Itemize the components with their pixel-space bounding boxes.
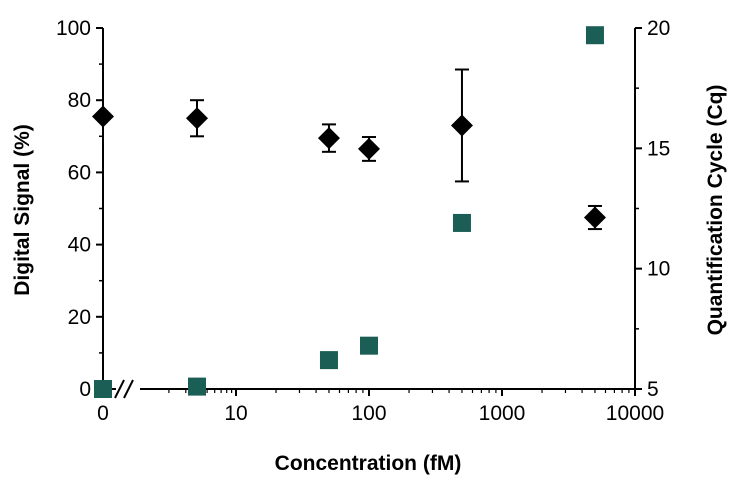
- diamond-marker: [358, 137, 380, 160]
- y-tick-label: 0: [79, 378, 91, 401]
- y2-axis-title: Quantification Cycle (Cq): [704, 85, 727, 336]
- y-tick-label: 40: [68, 234, 91, 257]
- square-marker: [94, 380, 112, 398]
- x-tick-label: 10: [224, 402, 247, 425]
- axis-break-mark: [114, 379, 125, 399]
- square-marker: [452, 213, 471, 232]
- y-tick-label: 100: [56, 17, 91, 40]
- x-axis-title: Concentration (fM): [275, 452, 462, 475]
- x-tick-label: 0: [97, 402, 109, 425]
- y-tick-label: 60: [68, 161, 91, 184]
- square-marker: [360, 336, 378, 355]
- x-tick-label: 100: [351, 402, 386, 425]
- data-marks: [92, 26, 606, 398]
- diamond-marker: [450, 114, 473, 137]
- y2-tick-label: 10: [647, 258, 670, 281]
- axis-break-mark: [123, 379, 134, 399]
- square-marker: [188, 377, 206, 396]
- x-tick-label: 1000: [479, 402, 526, 425]
- y-tick-label: 20: [68, 306, 91, 329]
- diamond-marker: [583, 206, 606, 229]
- axes: [96, 27, 642, 399]
- square-marker: [585, 26, 604, 45]
- x-tick-label: 10000: [606, 402, 664, 425]
- y2-tick-label: 5: [647, 378, 659, 401]
- diamond-marker: [317, 127, 340, 150]
- y2-tick-label: 15: [647, 137, 670, 160]
- y-tick-label: 80: [68, 89, 91, 112]
- y2-tick-label: 20: [647, 17, 670, 40]
- diamond-marker: [92, 105, 114, 128]
- diamond-marker: [186, 107, 208, 130]
- tick-labels: 0 20 40 60 80 100 5 10 15 20 0 10 100 1000 10000: [56, 17, 670, 425]
- y-axis-title: Digital Signal (%): [11, 124, 34, 296]
- square-marker: [319, 351, 338, 370]
